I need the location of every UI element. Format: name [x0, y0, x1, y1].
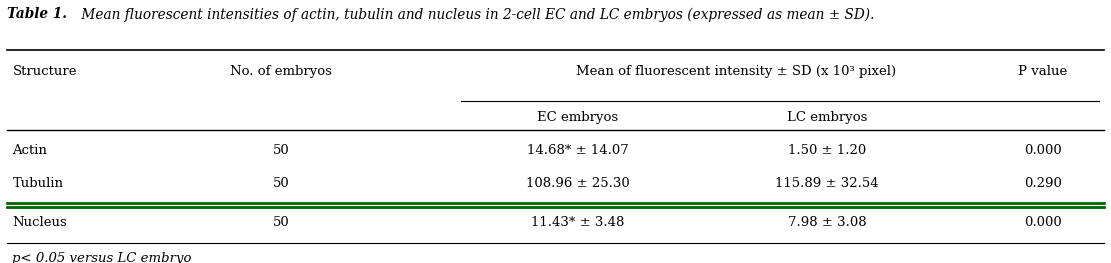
- Text: LC embryos: LC embryos: [787, 111, 868, 124]
- Text: 0.000: 0.000: [1024, 216, 1062, 229]
- Text: p< 0.05 versus LC embryo: p< 0.05 versus LC embryo: [12, 251, 192, 263]
- Text: EC embryos: EC embryos: [537, 111, 618, 124]
- Text: Tubulin: Tubulin: [12, 177, 63, 190]
- Text: Mean of fluorescent intensity ± SD (x 10³ pixel): Mean of fluorescent intensity ± SD (x 10…: [575, 65, 895, 78]
- Text: 115.89 ± 32.54: 115.89 ± 32.54: [775, 177, 879, 190]
- Text: 0.290: 0.290: [1024, 177, 1062, 190]
- Text: Actin: Actin: [12, 144, 48, 157]
- Text: Structure: Structure: [12, 65, 77, 78]
- Text: 108.96 ± 25.30: 108.96 ± 25.30: [526, 177, 630, 190]
- Text: 50: 50: [273, 177, 290, 190]
- Text: 50: 50: [273, 216, 290, 229]
- Text: 7.98 ± 3.08: 7.98 ± 3.08: [788, 216, 867, 229]
- Text: 0.000: 0.000: [1024, 144, 1062, 157]
- Text: 1.50 ± 1.20: 1.50 ± 1.20: [788, 144, 867, 157]
- Text: P value: P value: [1019, 65, 1068, 78]
- Text: Mean fluorescent intensities of actin, tubulin and nucleus in 2-cell EC and LC e: Mean fluorescent intensities of actin, t…: [77, 7, 874, 22]
- Text: 11.43* ± 3.48: 11.43* ± 3.48: [531, 216, 624, 229]
- Text: No. of embryos: No. of embryos: [230, 65, 332, 78]
- Text: 14.68* ± 14.07: 14.68* ± 14.07: [527, 144, 629, 157]
- Text: 50: 50: [273, 144, 290, 157]
- Text: Table 1.: Table 1.: [7, 7, 67, 21]
- Text: Nucleus: Nucleus: [12, 216, 68, 229]
